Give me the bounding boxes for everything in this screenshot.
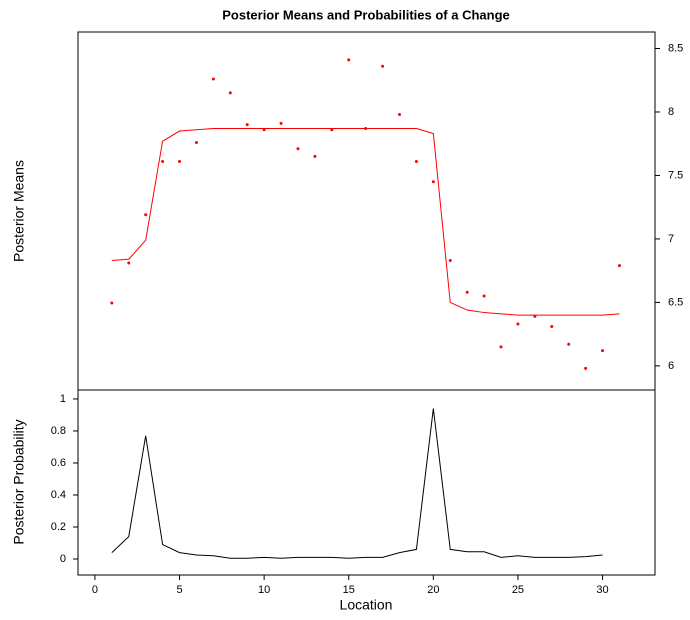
data-point: [347, 58, 351, 62]
y-tick-label: 0.6: [51, 457, 66, 469]
data-point: [397, 113, 401, 117]
y-tick-label: 0.8: [51, 425, 66, 437]
data-point: [279, 121, 283, 125]
data-point: [601, 349, 605, 353]
chart-title: Posterior Means and Probabilities of a C…: [222, 7, 510, 22]
data-point: [414, 159, 418, 163]
data-point: [533, 314, 537, 318]
data-point: [516, 322, 520, 326]
x-tick-label: 15: [343, 584, 355, 596]
data-point: [448, 259, 452, 263]
y-axis-label: Posterior Means: [11, 160, 27, 262]
data-point: [161, 159, 165, 163]
data-point: [617, 264, 621, 268]
data-point: [211, 77, 215, 81]
data-line: [111, 127, 620, 316]
data-point: [584, 366, 588, 370]
x-axis-label: Location: [340, 597, 393, 613]
data-point: [431, 180, 435, 184]
x-tick-label: 0: [92, 584, 98, 596]
data-point: [262, 128, 266, 132]
y-tick-label: 0: [60, 553, 66, 565]
y-tick-label: 0.4: [51, 489, 66, 501]
y-tick-label: 1: [60, 393, 66, 405]
data-point: [313, 154, 317, 158]
y-tick-label: 7: [668, 233, 674, 245]
y-tick-label: 0.2: [51, 521, 66, 533]
data-point: [567, 342, 571, 346]
data-point: [499, 345, 503, 349]
data-point: [245, 123, 249, 127]
y-tick-label: 8: [668, 106, 674, 118]
data-point: [296, 147, 300, 151]
y-tick-label: 6.5: [668, 296, 683, 308]
plot-frame: [77, 31, 656, 391]
y-axis-label: Posterior Probability: [11, 419, 27, 544]
x-tick-label: 25: [512, 584, 524, 596]
data-point: [550, 325, 554, 329]
x-tick-label: 30: [596, 584, 608, 596]
y-tick-label: 8.5: [668, 42, 683, 54]
data-point: [127, 261, 131, 265]
data-point: [228, 91, 232, 95]
data-point: [144, 213, 148, 217]
x-tick-label: 20: [427, 584, 439, 596]
y-tick-label: 6: [668, 360, 674, 372]
data-line: [111, 408, 603, 559]
data-point: [194, 140, 198, 144]
data-point: [381, 64, 385, 68]
data-point: [482, 294, 486, 298]
plot-frame: [77, 389, 656, 576]
data-point: [330, 128, 334, 132]
x-tick-label: 5: [176, 584, 182, 596]
data-point: [178, 159, 182, 163]
data-point: [110, 301, 114, 305]
y-tick-label: 7.5: [668, 169, 683, 181]
data-point: [465, 290, 469, 294]
x-tick-label: 10: [258, 584, 270, 596]
